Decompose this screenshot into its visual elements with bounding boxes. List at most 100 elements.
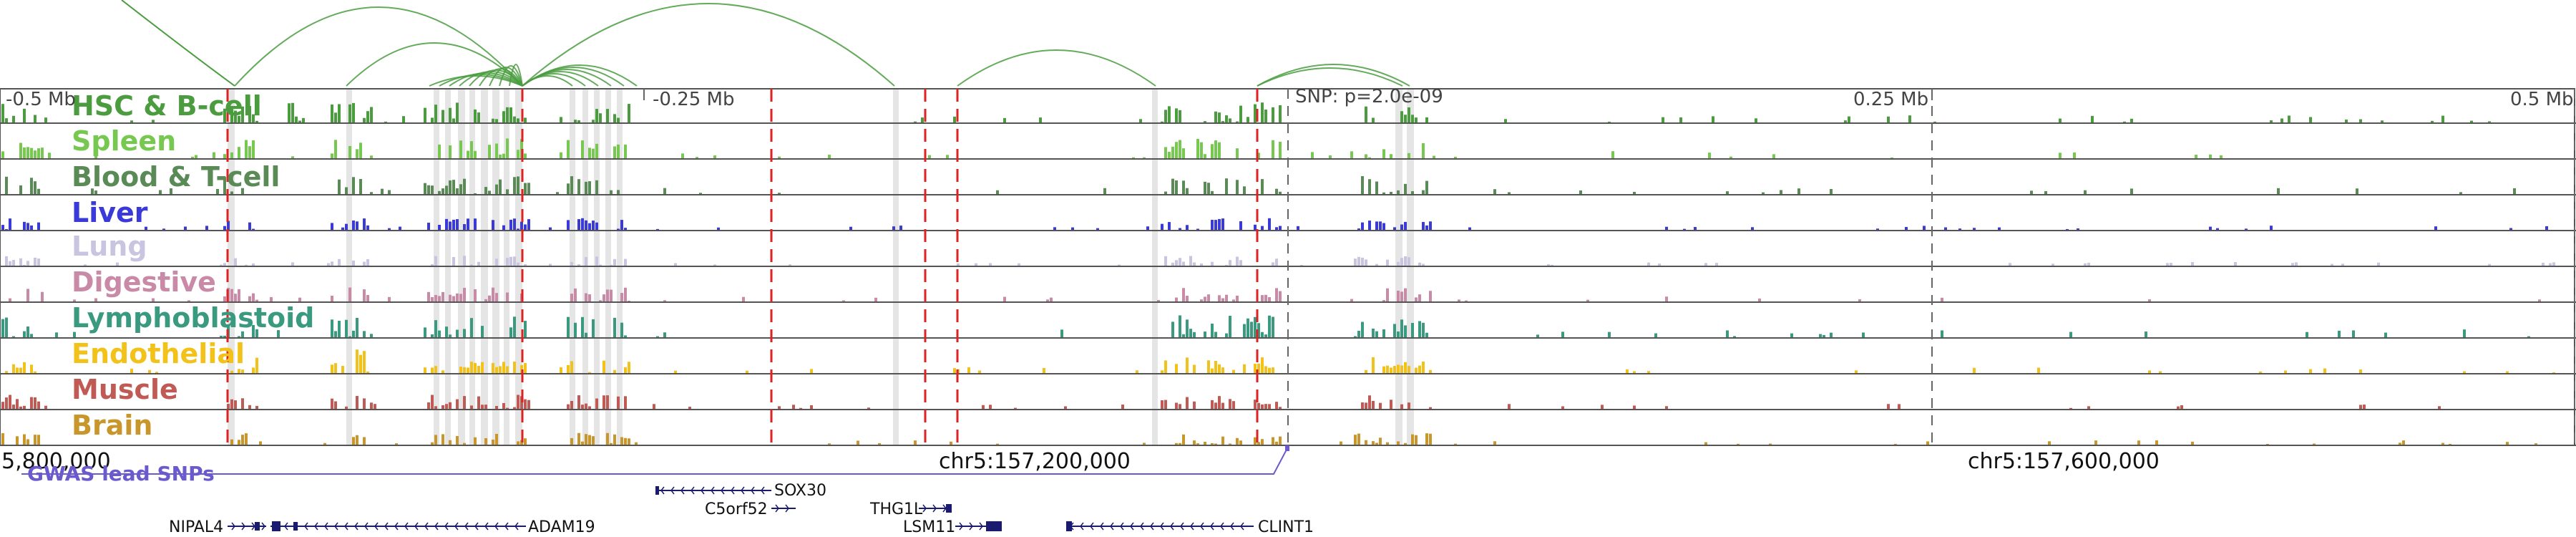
signal-peak — [94, 190, 97, 194]
signal-peak — [1182, 334, 1185, 337]
signal-peak — [1662, 117, 1664, 122]
signal-peak — [549, 227, 552, 230]
signal-peak — [456, 102, 459, 122]
signal-peak — [34, 181, 36, 194]
signal-peak — [585, 434, 587, 445]
signal-peak — [492, 440, 494, 445]
signal-peak — [595, 180, 598, 194]
signal-peak — [1254, 364, 1257, 373]
strand-chevron — [1100, 522, 1104, 531]
tick-plus-half-mb: 0.5 Mb — [2510, 89, 2574, 110]
signal-peak — [1382, 149, 1385, 158]
signal-peak — [452, 180, 455, 194]
signal-peak — [1214, 402, 1217, 409]
signal-peak — [23, 108, 26, 122]
signal-peak — [470, 141, 473, 158]
signal-peak — [1357, 228, 1360, 230]
signal-peak — [2363, 405, 2366, 409]
signal-peak — [602, 360, 605, 373]
signal-peak — [30, 364, 33, 373]
signal-peak — [1225, 333, 1228, 337]
signal-peak — [1143, 442, 1146, 445]
signal-peak — [41, 147, 44, 158]
signal-peak — [1418, 262, 1421, 266]
signal-peak — [1508, 192, 1511, 194]
strand-chevron — [691, 486, 695, 495]
signal-peak — [37, 188, 40, 194]
signal-peak — [73, 332, 76, 337]
signal-peak — [681, 153, 684, 158]
signal-peak — [1189, 256, 1192, 266]
track-label-blood-t-cell: Blood & T-cell — [72, 161, 280, 193]
signal-peak — [459, 367, 462, 373]
signal-peak — [9, 218, 11, 230]
signal-peak — [223, 263, 226, 266]
signal-peak — [1096, 228, 1099, 230]
signal-peak — [1429, 433, 1432, 445]
signal-peak — [595, 256, 598, 266]
signal-peak — [1973, 228, 1976, 230]
signal-peak — [431, 185, 434, 194]
strand-chevron — [474, 522, 479, 531]
signal-peak — [30, 397, 33, 409]
signal-peak — [2220, 155, 2223, 158]
signal-peak — [1422, 322, 1425, 337]
signal-peak — [484, 187, 487, 194]
signal-peak — [1182, 180, 1185, 194]
signal-peak — [524, 399, 527, 409]
signal-peak — [238, 147, 240, 158]
signal-peak — [1354, 336, 1357, 337]
signal-peak — [470, 264, 473, 266]
signal-peak — [1579, 190, 1582, 194]
signal-peak — [2044, 190, 2047, 194]
signal-peak — [366, 295, 369, 301]
signal-peak — [1218, 295, 1221, 301]
signal-peak — [517, 262, 519, 266]
signal-peak — [982, 405, 985, 409]
signal-peak — [674, 263, 677, 266]
signal-peak — [495, 433, 498, 445]
signal-peak — [1393, 365, 1396, 373]
strand-chevron — [384, 522, 389, 531]
signal-peak — [1232, 369, 1235, 373]
signal-peak — [2191, 262, 2194, 266]
signal-peak — [2130, 118, 2133, 122]
signal-peak — [688, 407, 691, 409]
signal-peak — [1547, 263, 1550, 266]
signal-peak — [617, 144, 620, 158]
signal-peak — [2087, 406, 2090, 409]
signal-peak — [778, 156, 781, 158]
signal-peak — [1175, 142, 1178, 158]
signal-peak — [509, 107, 512, 122]
signal-peak — [30, 334, 33, 337]
signal-peak — [1397, 261, 1400, 266]
signal-peak — [1182, 148, 1185, 158]
signal-peak — [195, 155, 197, 158]
signal-peak — [359, 142, 362, 158]
signal-peak — [610, 264, 613, 266]
signal-peak — [1329, 155, 1332, 158]
signal-peak — [2209, 226, 2212, 230]
signal-peak — [577, 219, 580, 230]
signal-peak — [459, 140, 462, 158]
signal-peak — [363, 437, 366, 445]
signal-peak — [94, 298, 97, 301]
signal-peak — [1368, 221, 1371, 230]
strand-chevron — [741, 486, 745, 495]
signal-peak — [1350, 151, 1353, 158]
signal-peak — [1365, 154, 1367, 158]
signal-peak — [2338, 330, 2341, 337]
signal-peak — [2291, 263, 2294, 266]
signal-peak — [1193, 440, 1196, 445]
signal-peak — [1425, 332, 1428, 337]
signal-peak — [610, 289, 613, 301]
signal-peak — [359, 354, 362, 373]
signal-peak — [456, 219, 459, 230]
signal-peak — [1168, 151, 1171, 158]
signal-peak — [1726, 330, 1729, 337]
signal-peak — [1386, 365, 1389, 373]
signal-peak — [1923, 226, 1926, 230]
signal-peak — [567, 183, 570, 194]
signal-peak — [470, 318, 473, 337]
signal-peak — [30, 178, 33, 194]
